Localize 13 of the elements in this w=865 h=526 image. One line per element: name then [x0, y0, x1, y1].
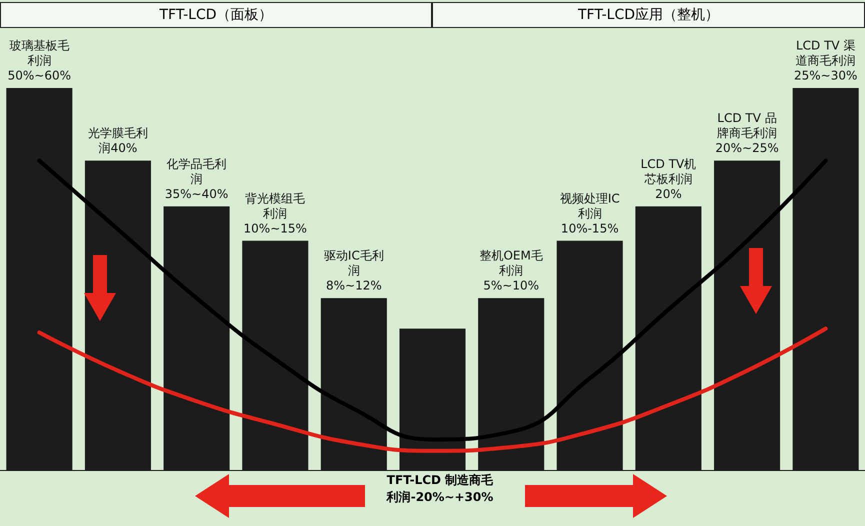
x-tick-label: 光学膜毛利润40%	[88, 126, 148, 156]
text: TFT-LCD应用（整机）	[432, 2, 865, 28]
x-tick-label: 背光模组毛利润10%~15%	[244, 191, 307, 236]
text: TFT-LCD 制造商毛利润-20%~+30%	[385, 472, 494, 506]
x-tick-label: 化学品毛利润35%~40%	[164, 156, 228, 201]
x-tick-label: LCD TV 渠道商毛利润25%~30%	[794, 38, 858, 82]
x-tick-label: 驱动IC毛利润8%~12%	[324, 248, 384, 293]
text: TFT-LCD（面板）	[0, 2, 432, 28]
x-tick-label: LCD TV 品牌商毛利润20%~25%	[715, 111, 779, 156]
x-tick-label: 玻璃基板毛利润50%~60%	[8, 38, 72, 82]
x-tick-label: LCD TV机芯板利润20%	[640, 156, 696, 201]
x-tick-label: 视频处理IC利润10%-15%	[560, 191, 620, 236]
x-tick-label: 整机OEM毛利润5%~10%	[479, 248, 543, 293]
